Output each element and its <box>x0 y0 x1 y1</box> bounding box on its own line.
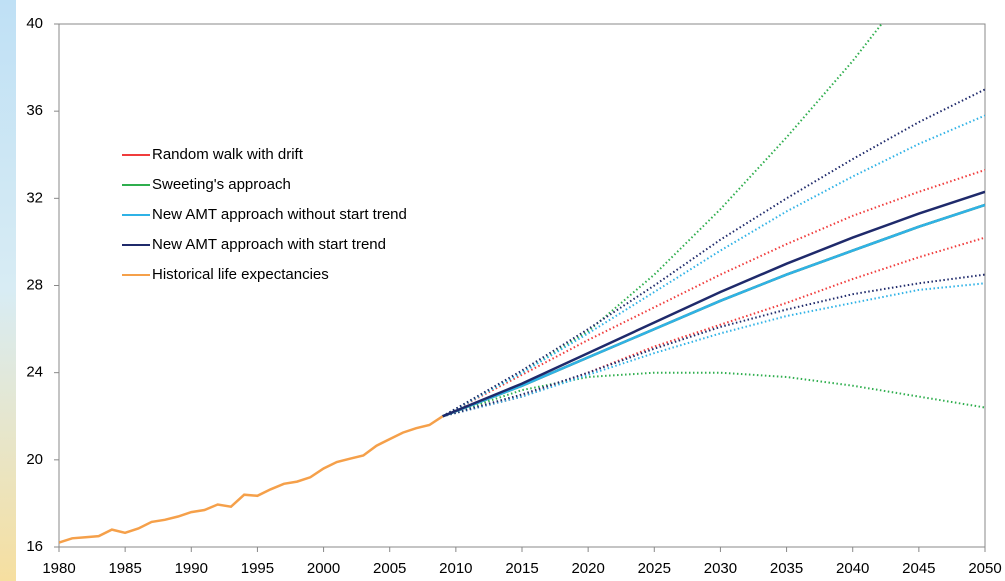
series-line <box>442 190 985 418</box>
y-tick-label: 20 <box>26 451 43 468</box>
x-tick-label: 2005 <box>373 560 406 577</box>
legend-label: New AMT approach without start trend <box>152 206 407 223</box>
series-line <box>442 203 985 418</box>
x-tick-label: 2045 <box>902 560 935 577</box>
y-tick-label: 16 <box>26 538 43 555</box>
y-tick-label: 32 <box>26 189 43 206</box>
x-tick-label: 2035 <box>770 560 803 577</box>
x-tick-label: 2050 <box>968 560 1001 577</box>
x-tick-label: 2040 <box>836 560 869 577</box>
plot-area <box>59 24 985 544</box>
y-tick-label: 36 <box>26 102 43 119</box>
bound-line <box>442 273 985 418</box>
y-tick-label: 28 <box>26 276 43 293</box>
legend-label: Historical life expectancies <box>152 266 329 283</box>
bound-line <box>442 88 985 418</box>
x-tick-label: 2020 <box>571 560 604 577</box>
series-line <box>59 415 444 544</box>
y-tick-label: 24 <box>26 364 43 381</box>
legend-label: Random walk with drift <box>152 146 304 163</box>
bound-line <box>442 371 985 418</box>
x-tick-label: 2000 <box>307 560 340 577</box>
y-tick-label: 40 <box>26 15 43 32</box>
legend-label: Sweeting's approach <box>152 176 291 193</box>
x-tick-label: 2015 <box>505 560 538 577</box>
bound-line <box>442 282 985 418</box>
x-tick-label: 1995 <box>241 560 274 577</box>
legend-label: New AMT approach with start trend <box>152 236 386 253</box>
x-tick-label: 2025 <box>638 560 671 577</box>
side-decoration <box>0 0 16 581</box>
x-tick-label: 1985 <box>108 560 141 577</box>
x-tick-label: 1990 <box>175 560 208 577</box>
bound-line <box>442 114 985 418</box>
x-tick-label: 2010 <box>439 560 472 577</box>
x-tick-label: 1980 <box>42 560 75 577</box>
x-tick-label: 2030 <box>704 560 737 577</box>
